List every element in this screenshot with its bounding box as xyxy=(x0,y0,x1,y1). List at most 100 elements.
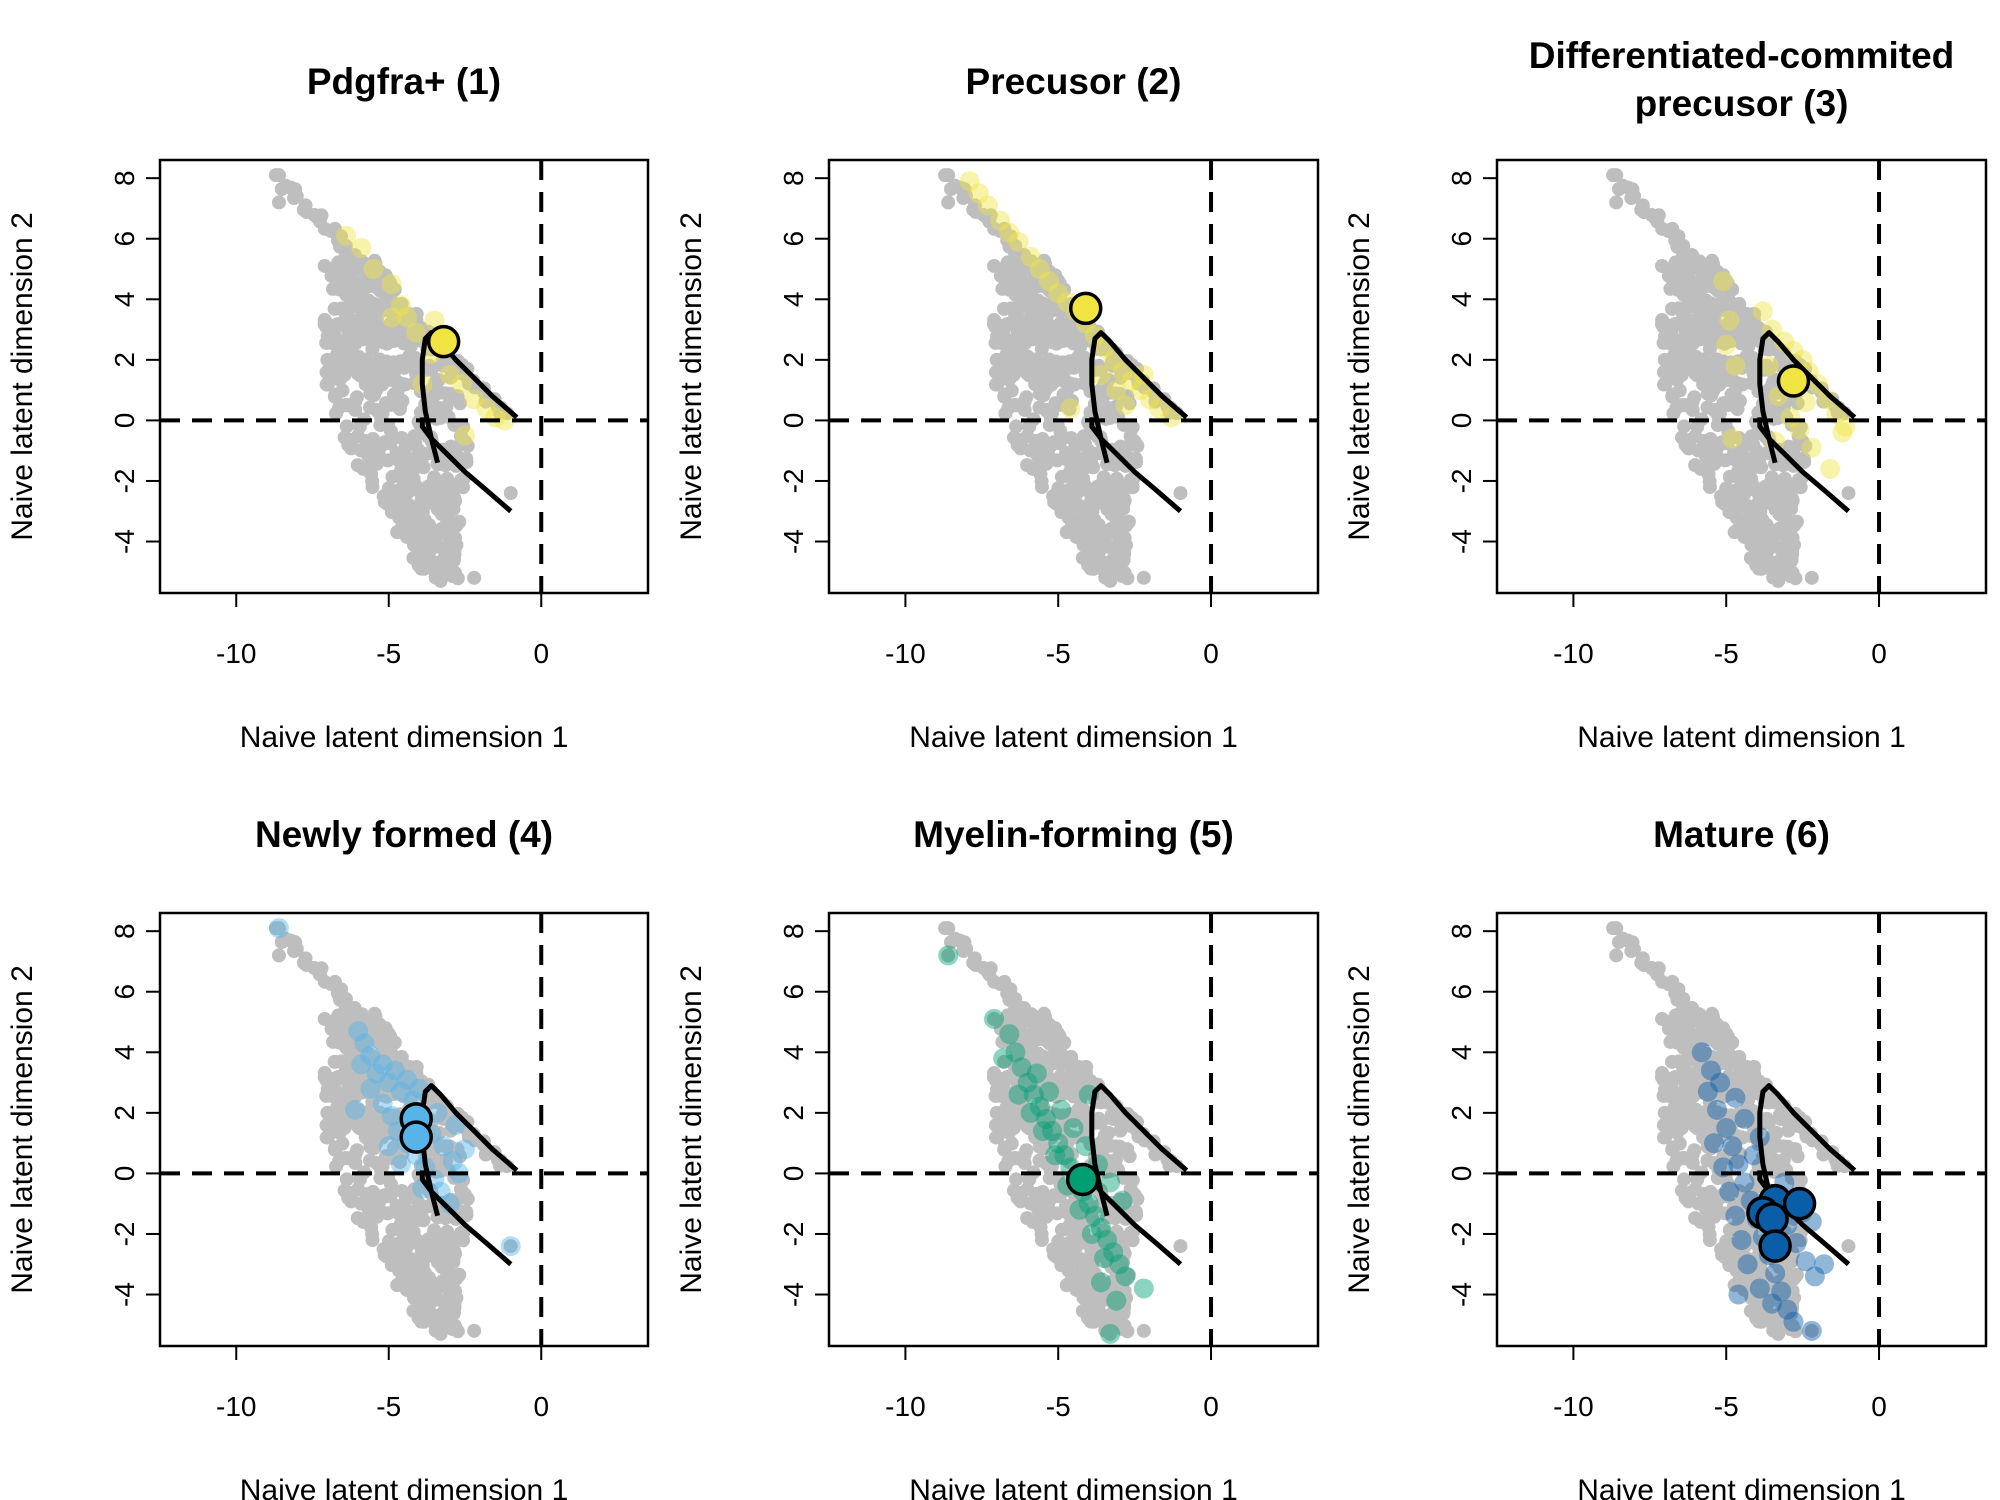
cluster-point xyxy=(1005,1042,1026,1063)
background-point xyxy=(327,321,342,336)
background-point xyxy=(428,1286,443,1301)
background-point xyxy=(1804,570,1819,585)
background-point xyxy=(1117,1231,1132,1246)
background-point xyxy=(1678,1078,1693,1093)
background-point xyxy=(1656,335,1671,350)
background-point xyxy=(1097,1286,1112,1301)
cluster-points xyxy=(268,918,521,1257)
background-point xyxy=(1677,1151,1692,1166)
y-tick-label: -4 xyxy=(1446,1282,1477,1307)
background-point xyxy=(439,545,454,560)
background-point xyxy=(997,1142,1012,1157)
cluster-point xyxy=(366,1063,387,1084)
x-axis-label: Naive latent dimension 1 xyxy=(909,721,1238,754)
background-point xyxy=(320,1130,335,1145)
y-tick-label: -2 xyxy=(778,1222,809,1247)
panel-title-line: Differentiated-commited xyxy=(1529,35,1955,76)
background-point xyxy=(1173,486,1188,501)
background-point xyxy=(1676,336,1691,351)
cluster-point xyxy=(1051,1099,1072,1120)
cluster-point xyxy=(381,307,402,328)
background-point xyxy=(996,1074,1011,1089)
background-point xyxy=(1015,296,1030,311)
cluster-point xyxy=(968,183,989,204)
cluster-point xyxy=(397,1069,418,1090)
y-tick-label: 0 xyxy=(1446,413,1477,429)
background-point xyxy=(1010,325,1025,340)
background-point xyxy=(1726,1126,1741,1141)
cluster-point xyxy=(1020,1102,1041,1123)
background-point xyxy=(387,282,402,297)
cluster-point xyxy=(397,307,418,328)
background-point xyxy=(1050,396,1065,411)
background-point xyxy=(372,1105,387,1120)
background-point xyxy=(351,349,366,364)
cluster-point xyxy=(1017,1072,1038,1093)
trajectory-curve-1 xyxy=(1757,330,1857,464)
background-point xyxy=(442,1284,457,1299)
y-tick-label: 6 xyxy=(778,984,809,1000)
background-point xyxy=(1120,1142,1135,1157)
background-point xyxy=(1120,389,1135,404)
cluster-point xyxy=(1063,1117,1084,1138)
background-point xyxy=(1077,436,1092,451)
background-point xyxy=(1702,474,1717,489)
x-tick-label: -5 xyxy=(1046,638,1071,669)
y-tick-label: 4 xyxy=(1446,1044,1477,1060)
background-point xyxy=(1056,1086,1071,1101)
cluster-point xyxy=(977,195,998,216)
background-point xyxy=(418,1237,433,1252)
trajectory-curve-1 xyxy=(1089,1083,1189,1217)
cluster-point xyxy=(1020,246,1041,267)
cluster-point xyxy=(1762,1293,1783,1314)
cluster-point xyxy=(381,274,402,295)
cluster-point xyxy=(360,1045,381,1066)
background-point xyxy=(1083,561,1098,576)
background-point xyxy=(1688,458,1703,473)
background-point xyxy=(1099,1209,1114,1224)
cluster-point xyxy=(1078,1193,1099,1214)
background-point xyxy=(1077,1104,1092,1119)
background-point xyxy=(1781,439,1796,454)
background-point xyxy=(1677,398,1692,413)
background-point xyxy=(433,1326,448,1341)
cluster-point xyxy=(1771,1281,1792,1302)
background-point xyxy=(1732,1146,1747,1161)
background-point xyxy=(398,497,413,512)
background-point xyxy=(990,1130,1005,1145)
cluster-point xyxy=(1725,1087,1746,1108)
cluster-point xyxy=(993,1048,1014,1069)
background-point xyxy=(1677,419,1692,434)
background-point xyxy=(1104,1260,1119,1275)
background-point xyxy=(1732,1183,1747,1198)
background-point xyxy=(1732,451,1747,466)
cluster-point xyxy=(1106,380,1127,401)
background-point xyxy=(1173,1239,1188,1254)
x-tick-label: -10 xyxy=(885,638,925,669)
cluster-point xyxy=(268,918,289,939)
background-point xyxy=(1739,323,1754,338)
background-point xyxy=(1609,921,1624,936)
background-point xyxy=(1699,1046,1714,1061)
background-point xyxy=(271,948,286,963)
background-point xyxy=(1725,1035,1740,1050)
y-axis-label: Naive latent dimension 2 xyxy=(675,965,708,1294)
y-tick-label: -2 xyxy=(109,1222,140,1247)
background-point xyxy=(332,1027,347,1042)
panel-title-line: Myelin-forming (5) xyxy=(913,814,1234,855)
background-point xyxy=(271,921,286,936)
background-point xyxy=(1776,1298,1791,1313)
centroid-marker xyxy=(1776,364,1811,398)
y-tick-label: 4 xyxy=(778,1044,809,1060)
background-point xyxy=(354,1007,369,1022)
background-point xyxy=(327,1074,342,1089)
y-tick-label: -4 xyxy=(1446,529,1477,554)
cluster-point xyxy=(1091,1272,1112,1293)
background-point xyxy=(1103,1326,1118,1341)
background-point xyxy=(1036,388,1051,403)
y-tick-label: 8 xyxy=(109,170,140,186)
background-point xyxy=(353,366,368,381)
background-point xyxy=(1690,1064,1705,1079)
cluster-point xyxy=(1710,1072,1731,1093)
